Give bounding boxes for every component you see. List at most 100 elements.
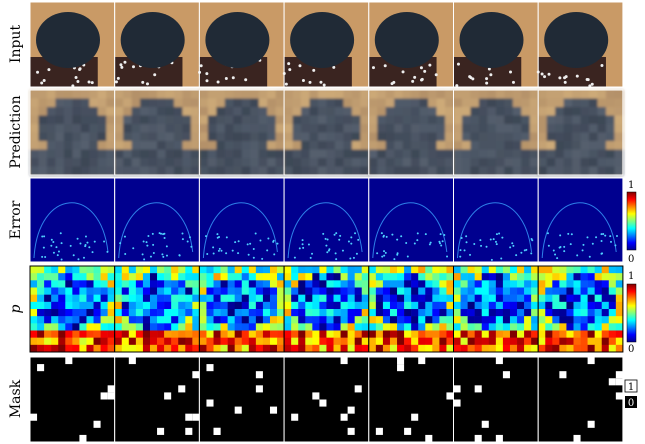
block [276, 107, 285, 116]
error-dot [601, 240, 603, 242]
p-cell [284, 338, 291, 345]
p-cell [122, 323, 129, 330]
block [106, 141, 115, 150]
block [191, 158, 200, 167]
p-cell [157, 309, 164, 316]
dot [298, 64, 301, 67]
block [547, 167, 556, 176]
p-cell [616, 266, 623, 273]
p-cell [559, 345, 566, 352]
p-cell [101, 280, 108, 287]
p-cell [503, 280, 510, 287]
block [394, 158, 403, 167]
p-cell [319, 331, 326, 338]
block [538, 133, 547, 142]
p-cell [461, 338, 468, 345]
block [572, 107, 581, 116]
block [343, 124, 352, 133]
p-cell [101, 345, 108, 352]
p-cell [404, 309, 411, 316]
p-cell [101, 288, 108, 295]
p-cell [171, 280, 178, 287]
mask-cell [101, 392, 108, 399]
block [360, 90, 369, 99]
p-cell [390, 316, 397, 323]
p-cell [44, 302, 51, 309]
block [182, 158, 191, 167]
block [115, 150, 124, 159]
block [343, 158, 352, 167]
error-dot [61, 242, 63, 244]
block [462, 141, 471, 150]
p-cell [468, 280, 475, 287]
p-cell [65, 273, 72, 280]
p-cell [581, 266, 588, 273]
p-cell [164, 302, 171, 309]
p-cell [256, 316, 263, 323]
p-cell [221, 309, 228, 316]
p-cell [362, 323, 369, 330]
block [123, 90, 132, 99]
error-dot [334, 234, 336, 236]
p-cell [291, 295, 298, 302]
p-cell [312, 331, 319, 338]
error-dot [106, 251, 108, 253]
p-cell [390, 295, 397, 302]
p-cell [454, 338, 461, 345]
p-cell [65, 338, 72, 345]
p-cell [72, 323, 79, 330]
block [403, 150, 412, 159]
error-dot [385, 252, 387, 254]
p-cell [439, 266, 446, 273]
p-cell [348, 338, 355, 345]
block [157, 124, 166, 133]
block [335, 150, 344, 159]
p-cell [489, 273, 496, 280]
block [293, 141, 302, 150]
p-cell [72, 338, 79, 345]
block [606, 124, 615, 133]
p-cell [475, 309, 482, 316]
p-cell [171, 302, 178, 309]
dot [543, 75, 546, 78]
block [64, 99, 73, 108]
block [225, 141, 234, 150]
p-cell [383, 288, 390, 295]
block [64, 133, 73, 142]
block [326, 150, 335, 159]
error-dot [559, 234, 561, 236]
block [513, 107, 522, 116]
block [326, 158, 335, 167]
p-cell [214, 302, 221, 309]
p-cell [44, 345, 51, 352]
block [428, 133, 437, 142]
block [166, 90, 175, 99]
p-cell [411, 295, 418, 302]
p-cell [143, 338, 150, 345]
error-dot [349, 258, 351, 260]
block [293, 99, 302, 108]
p-cell [157, 345, 164, 352]
block [335, 158, 344, 167]
p-cell [489, 331, 496, 338]
p-cell [383, 323, 390, 330]
p-cell [411, 309, 418, 316]
p-cell [249, 316, 256, 323]
p-cell [397, 266, 404, 273]
p-cell [108, 323, 115, 330]
p-cell [115, 266, 122, 273]
block [216, 107, 225, 116]
error-dot [567, 233, 569, 235]
block [208, 167, 217, 176]
block [55, 99, 64, 108]
p-cell [249, 288, 256, 295]
p-cell [30, 302, 37, 309]
p-cell [44, 295, 51, 302]
p-cell [531, 266, 538, 273]
error-dot [496, 233, 498, 235]
block [310, 90, 319, 99]
p-cell [397, 280, 404, 287]
block [284, 99, 293, 108]
block [242, 116, 251, 125]
p-cell [171, 309, 178, 316]
